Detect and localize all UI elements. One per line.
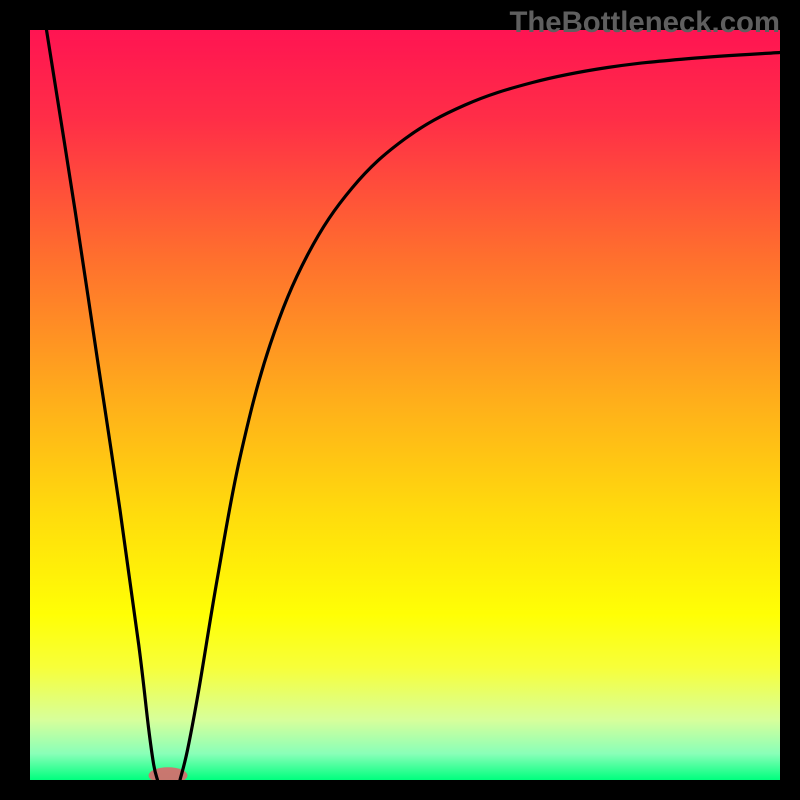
watermark-text: TheBottleneck.com: [509, 6, 780, 40]
curve-left_branch: [47, 30, 158, 780]
chart-container: TheBottleneck.com: [0, 0, 800, 800]
plot-area: [30, 30, 780, 780]
curves-layer: [30, 30, 780, 780]
curve-right_branch: [180, 53, 780, 781]
